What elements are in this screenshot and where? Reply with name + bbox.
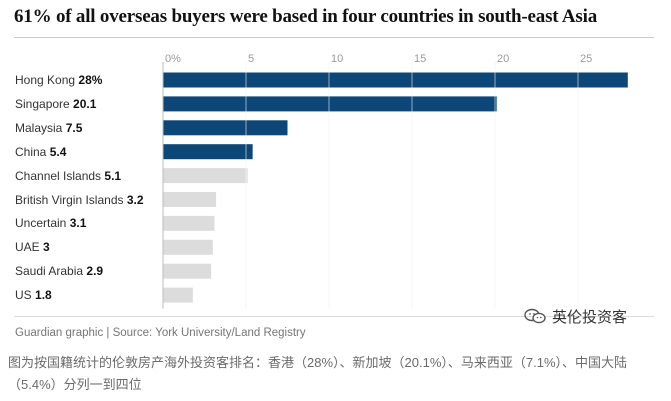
category-label: Channel Islands 5.1 (15, 169, 121, 183)
category-name: UAE (15, 240, 44, 255)
bar-singapore (163, 96, 497, 112)
category-name: Malaysia (15, 120, 66, 135)
bar-chart: 0% 5 10 15 20 25 (162, 53, 628, 309)
category-value: 20.1 (73, 96, 97, 111)
category-value: 2.9 (86, 264, 104, 279)
bar-saudi-arabia (163, 263, 212, 279)
category-value: 7.5 (65, 120, 83, 135)
category-name: Channel Islands (15, 168, 105, 183)
category-name: US (15, 288, 36, 303)
category-value: 1.8 (35, 288, 52, 303)
wechat-icon (524, 308, 546, 324)
top-rule (14, 37, 654, 38)
chart-title: 61% of all overseas buyers were based in… (14, 6, 597, 27)
category-value: 3 (43, 240, 50, 255)
bar-us (163, 287, 193, 303)
category-name: Uncertain (15, 216, 70, 231)
bar-china (163, 144, 253, 160)
category-label: UAE 3 (15, 240, 50, 254)
category-value: 5.4 (49, 144, 67, 159)
category-label: Hong Kong 28% (15, 73, 102, 87)
category-value: 5.1 (104, 168, 122, 183)
category-label: Malaysia 7.5 (15, 121, 82, 135)
x-tick-label: 20 (497, 53, 509, 65)
category-label: Saudi Arabia 2.9 (15, 264, 103, 278)
category-label: Uncertain 3.1 (15, 216, 86, 230)
category-label: China 5.4 (15, 145, 66, 159)
category-label: US 1.8 (15, 288, 52, 302)
category-value: 28% (78, 73, 103, 87)
watermark: 英伦投资客 (524, 306, 627, 326)
category-label: British Virgin Islands 3.2 (15, 193, 144, 207)
bar-channel-islands (163, 168, 248, 184)
bar-uae (163, 239, 213, 255)
category-name: Hong Kong (15, 73, 79, 87)
x-tick-label: 0% (165, 53, 181, 65)
watermark-text: 英伦投资客 (551, 308, 627, 326)
x-tick-label: 10 (331, 53, 343, 65)
bar-british-virgin-islands (163, 192, 217, 207)
bar-malaysia (163, 120, 288, 136)
bar-hong-kong (163, 72, 628, 88)
category-name: Singapore (15, 96, 74, 111)
caption: 图为按国籍统计的伦敦房产海外投资客排名：香港（28%）、新加坡（20.1%）、马… (8, 355, 628, 392)
category-name: British Virgin Islands (15, 192, 127, 207)
x-tick-label: 25 (580, 53, 592, 65)
category-value: 3.1 (69, 216, 87, 231)
source-note: Guardian graphic | Source: York Universi… (15, 327, 306, 339)
x-tick-label: 15 (414, 53, 426, 65)
x-tick-label: 5 (248, 53, 254, 65)
category-name: China (15, 144, 50, 159)
category-value: 3.2 (126, 192, 144, 207)
category-name: Saudi Arabia (15, 264, 87, 279)
bar-uncertain (163, 215, 215, 231)
bottom-rule (14, 316, 654, 317)
category-label: Singapore 20.1 (15, 97, 96, 111)
